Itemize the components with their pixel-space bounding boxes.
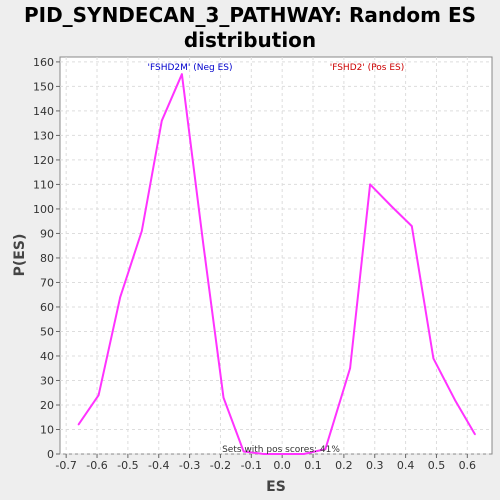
data-point <box>119 296 121 298</box>
x-tick-label: 0.1 <box>304 459 322 472</box>
x-tick-label: -0.5 <box>117 459 138 472</box>
data-point <box>302 453 305 455</box>
data-point <box>432 357 435 360</box>
x-axis-label: ES <box>266 479 286 495</box>
y-tick-label: 40 <box>40 350 54 363</box>
y-tick-label: 80 <box>40 252 54 265</box>
data-point <box>369 183 371 186</box>
x-tick-label: -0.4 <box>148 459 169 472</box>
y-tick-label: 50 <box>40 325 54 338</box>
y-tick-label: 120 <box>33 154 54 167</box>
data-point <box>97 394 100 396</box>
es-distribution-line <box>77 73 476 455</box>
data-point <box>222 396 225 399</box>
y-tick-label: 60 <box>40 301 54 314</box>
y-tick-label: 110 <box>33 178 54 191</box>
grid-lines <box>60 57 492 455</box>
data-point <box>410 225 413 227</box>
x-tick-label: -0.2 <box>210 459 231 472</box>
x-tick-label: -0.6 <box>86 459 107 472</box>
data-point <box>242 450 245 453</box>
y-tick-label: 150 <box>33 80 54 93</box>
y-tick-label: 0 <box>47 448 54 461</box>
y-axis-label: P(ES) <box>12 234 28 277</box>
y-tick-label: 20 <box>40 399 54 412</box>
series-layer <box>77 73 476 455</box>
x-tick-label: 0.6 <box>459 459 477 472</box>
plot-area <box>59 56 493 455</box>
data-point <box>161 119 163 122</box>
x-tick-label: -0.7 <box>55 459 76 472</box>
y-tick-label: 90 <box>40 227 54 240</box>
data-point <box>281 453 283 455</box>
x-tick-label: 0.0 <box>273 459 291 472</box>
y-tick-label: 100 <box>33 203 54 216</box>
y-tick-label: 10 <box>40 423 54 436</box>
y-tick-label: 130 <box>33 129 54 142</box>
y-tick-label: 70 <box>40 276 54 289</box>
x-tick-label: -0.3 <box>179 459 200 472</box>
data-point <box>262 453 265 455</box>
data-point <box>202 244 205 247</box>
data-point <box>181 73 183 75</box>
y-tick-label: 30 <box>40 374 54 387</box>
chart-title-line-1: PID_SYNDECAN_3_PATHWAY: Random ES <box>24 3 476 27</box>
data-point <box>349 367 351 370</box>
data-point <box>140 230 143 232</box>
axis-ticks: -0.7 -0.6 -0.5 -0.4 -0.3 -0.2 -0.1 0.0 0.1 0.2 0.3… <box>33 56 476 472</box>
neg-es-label: 'FSHD2M' (Neg ES) <box>148 63 233 73</box>
x-tick-label: 0.5 <box>428 459 446 472</box>
x-tick-label: 0.3 <box>366 459 384 472</box>
x-tick-label: 0.2 <box>335 459 353 472</box>
data-point <box>324 448 327 450</box>
data-point <box>474 433 476 436</box>
chart-title-line-2: distribution <box>184 28 316 52</box>
x-tick-label: 0.4 <box>397 459 415 472</box>
data-point <box>390 205 393 208</box>
y-tick-label: 160 <box>33 56 54 69</box>
data-point <box>454 399 456 401</box>
pos-es-label: 'FSHD2' (Pos ES) <box>330 63 405 73</box>
x-tick-label: -0.1 <box>241 459 262 472</box>
y-tick-label: 140 <box>33 105 54 118</box>
sets-with-pos-scores: Sets with pos scores: 41% <box>222 445 340 455</box>
data-point <box>77 423 80 426</box>
